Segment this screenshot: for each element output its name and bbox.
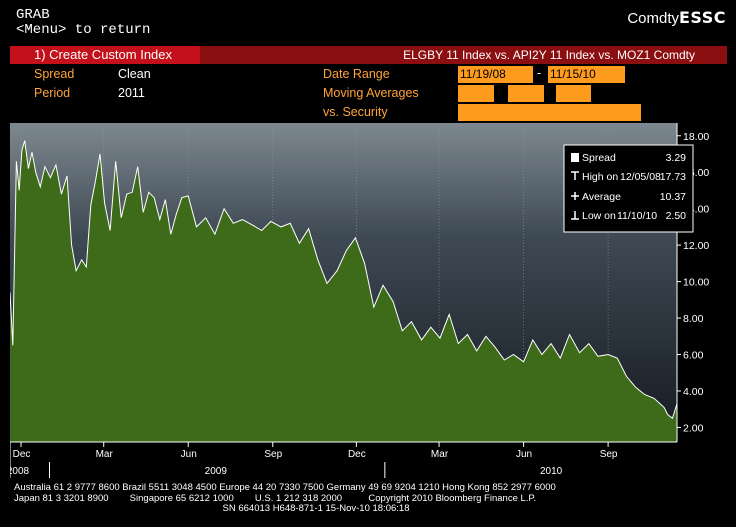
- header-right: ComdtyESSC: [627, 8, 726, 27]
- x-year-label: 2009: [205, 466, 228, 477]
- vs-security-field[interactable]: [458, 104, 641, 121]
- function-mnemonic: ESSC: [679, 8, 726, 27]
- y-tick-label: 2.00: [683, 422, 704, 434]
- y-tick-label: 4.00: [683, 386, 704, 398]
- legend-high-value: 17.73: [660, 171, 686, 183]
- x-month-label: Mar: [431, 449, 449, 460]
- x-year-label: 2008: [10, 466, 30, 477]
- function-code: GRAB: [16, 7, 50, 23]
- x-month-label: Sep: [264, 449, 282, 460]
- high-marker-icon: [571, 171, 579, 180]
- legend-box: Spread 3.29 High on 12/05/08 17.73 Avera…: [563, 144, 694, 233]
- index-title: ELGBY 11 Index vs. API2Y 11 Index vs. MO…: [403, 48, 695, 62]
- legend-low-label: Low on: [582, 210, 616, 222]
- spread-area: [10, 140, 677, 442]
- spread-chart: 2.004.006.008.0010.0012.0014.0016.0018.0…: [10, 123, 709, 478]
- legend-high-date: 12/05/08: [620, 171, 661, 183]
- spread-line: [10, 140, 678, 420]
- legend-average-label: Average: [582, 191, 621, 203]
- legend-average-value: 10.37: [660, 191, 686, 203]
- period-value[interactable]: 2011: [118, 86, 145, 100]
- y-tick-label: 12.00: [683, 240, 709, 252]
- spread-value[interactable]: Clean: [118, 67, 151, 81]
- create-custom-index-button[interactable]: 1) Create Custom Index: [10, 46, 200, 64]
- legend-low-date: 11/10/10: [617, 210, 657, 222]
- y-tick-label: 6.00: [683, 350, 704, 362]
- footer-line-2: Japan 81 3 3201 8900 Singapore 65 6212 1…: [14, 492, 537, 504]
- start-date-field[interactable]: 11/19/08: [458, 66, 533, 83]
- moving-average-field-3[interactable]: [556, 85, 591, 102]
- footer-line-1: Australia 61 2 9777 8600 Brazil 5511 304…: [14, 482, 556, 493]
- legend-low-value: 2.50: [666, 210, 687, 222]
- legend-spread-value: 3.29: [666, 152, 687, 164]
- date-range-separator: -: [537, 66, 542, 80]
- y-tick-label: 10.00: [683, 277, 709, 289]
- header-left: GRAB <Menu> to return: [16, 8, 150, 38]
- end-date-field[interactable]: 11/15/10: [548, 66, 625, 83]
- footer: Australia 61 2 9777 8600 Brazil 5511 304…: [14, 482, 556, 515]
- vs-security-label: vs. Security: [323, 105, 388, 119]
- footer-line-3: SN 664013 H648-871-1 15-Nov-10 18:06:18: [14, 503, 410, 514]
- x-axis-ticks: Dec Mar Jun Sep Dec Mar Jun Sep 2008 2009 2010: [10, 442, 618, 478]
- title-bar: 1) Create Custom Index ELGBY 11 Index vs…: [10, 46, 727, 64]
- x-month-label: Dec: [348, 449, 366, 460]
- legend-high-label: High on: [582, 171, 618, 183]
- security-yellow-key: Comdty: [627, 10, 679, 27]
- x-month-label: Jun: [181, 449, 197, 460]
- x-month-label: Jun: [516, 449, 532, 460]
- y-tick-label: 18.00: [683, 131, 709, 143]
- moving-averages-label: Moving Averages: [323, 86, 419, 100]
- menu-return-hint[interactable]: <Menu> to return: [16, 22, 151, 38]
- x-month-label: Dec: [13, 449, 31, 460]
- spread-label: Spread: [34, 67, 75, 81]
- moving-average-field-1[interactable]: [458, 85, 494, 102]
- date-range-label: Date Range: [323, 67, 390, 81]
- legend-spread-label: Spread: [582, 152, 616, 164]
- average-marker-icon: [571, 192, 579, 200]
- x-month-label: Mar: [96, 449, 114, 460]
- period-label: Period: [34, 86, 71, 100]
- spread-swatch-icon: [571, 153, 579, 162]
- moving-average-field-2[interactable]: [508, 85, 544, 102]
- x-year-label: 2010: [540, 466, 563, 477]
- y-tick-label: 8.00: [683, 313, 704, 325]
- low-marker-icon: [571, 211, 579, 220]
- x-month-label: Sep: [600, 449, 618, 460]
